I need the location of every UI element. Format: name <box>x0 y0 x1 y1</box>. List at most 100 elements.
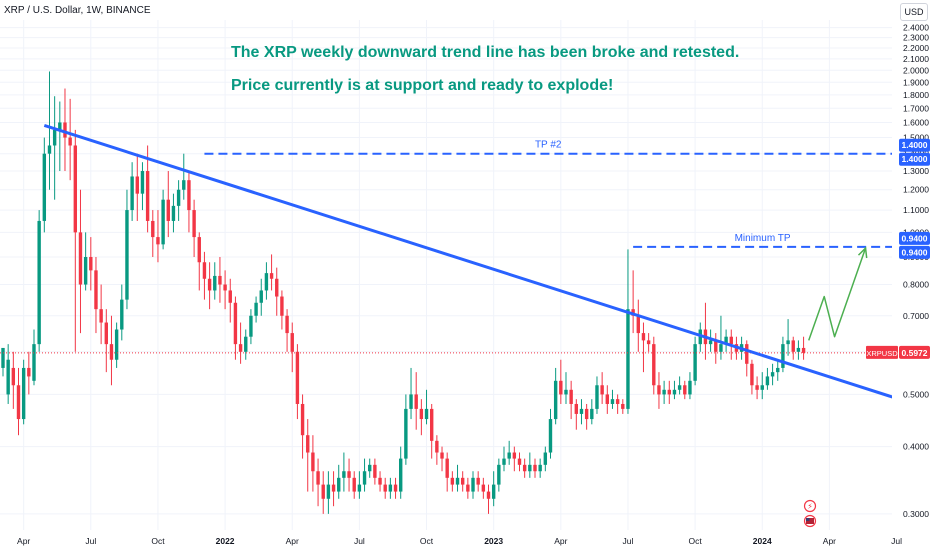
candle-body <box>156 237 160 245</box>
candle-body <box>78 232 83 285</box>
candle-body <box>502 458 506 465</box>
candle-body <box>182 180 186 190</box>
candle-body <box>52 129 57 146</box>
candle-body <box>337 477 341 492</box>
candle-body <box>321 484 325 499</box>
candle-body <box>135 176 139 194</box>
time-axis[interactable]: Apr Jul Oct 2022 Apr Jul Oct 2023 Apr Jul Oct 2024 A… <box>17 536 902 546</box>
candle-body <box>89 256 93 271</box>
price-label-badge <box>899 245 930 259</box>
candle-body <box>197 237 201 263</box>
candle-body <box>109 344 114 360</box>
y-tick-label: 0.5000 <box>903 389 929 399</box>
candle-body <box>120 299 124 330</box>
candle-body <box>37 220 41 345</box>
candle-body <box>507 452 511 459</box>
candle-body <box>83 256 88 285</box>
candle-body <box>280 296 284 316</box>
price-label-text: 1.4000 <box>902 140 928 150</box>
candle-body <box>47 145 52 154</box>
candle-body <box>517 458 522 465</box>
candle-body <box>533 464 537 472</box>
annotation-line-2: Price currently is at support and ready … <box>231 77 614 94</box>
candle-body <box>471 477 475 492</box>
candle-body <box>605 394 610 404</box>
projection-arrow <box>808 247 867 341</box>
candle-body <box>724 336 728 345</box>
candle-body <box>553 380 558 420</box>
y-tick-label: 1.8000 <box>903 90 929 100</box>
candle-body <box>750 363 754 386</box>
candle-body <box>373 464 377 478</box>
y-tick-label: 2.4000 <box>903 23 929 33</box>
candle-body <box>207 278 212 291</box>
candle-body <box>187 180 191 211</box>
candle-body <box>476 477 480 485</box>
y-tick-label: 1.1000 <box>903 205 929 215</box>
candle-body <box>615 399 620 404</box>
candle-body <box>708 340 713 345</box>
price-label-badge <box>899 152 930 166</box>
candle-body <box>626 309 630 409</box>
candle-body <box>32 344 36 381</box>
candle-body <box>677 385 682 390</box>
last-price-badge <box>899 345 930 359</box>
y-tick-label: 0.4000 <box>903 442 929 452</box>
candle-body <box>595 385 599 409</box>
candle-body <box>641 333 646 341</box>
candle-body <box>440 452 444 459</box>
currency-button[interactable]: USD <box>900 3 928 21</box>
candle-body <box>388 484 393 492</box>
candle-body <box>275 278 279 297</box>
x-tick-label: Oct <box>151 536 165 546</box>
candle-body <box>760 385 764 390</box>
candle-body <box>719 344 723 352</box>
candle-body <box>140 171 145 194</box>
price-label-badge <box>899 231 930 245</box>
candle-body <box>357 484 362 492</box>
candle-body <box>429 408 434 441</box>
candle-body <box>528 464 532 472</box>
y-tick-label: 0.8000 <box>903 280 929 290</box>
candle-body <box>646 340 651 345</box>
x-tick-label: Jul <box>354 536 365 546</box>
candle-body <box>683 385 687 395</box>
x-tick-label: Apr <box>823 536 836 546</box>
candle-body <box>590 408 594 420</box>
drawings-layer: TP #2 Minimum TP ⚡ <box>0 123 918 528</box>
y-tick-label: 1.5000 <box>903 133 929 143</box>
candle-body <box>125 210 129 300</box>
candle-body <box>285 315 289 334</box>
lightning-icon-glyph: ⚡ <box>807 502 813 511</box>
candle-body <box>269 273 274 279</box>
candle-body <box>202 262 207 279</box>
candle-body <box>729 336 733 345</box>
downtrend-line <box>43 123 918 407</box>
candle-body <box>574 403 579 414</box>
candle-body <box>73 145 78 233</box>
us-flag-icon-body <box>806 518 814 524</box>
candle-body <box>610 399 615 404</box>
y-tick-label: 2.2000 <box>903 43 929 53</box>
symbol-title: XRP / U.S. Dollar, 1W, BINANCE <box>4 5 151 16</box>
y-tick-label: 1.3000 <box>903 166 929 176</box>
candle-body <box>419 408 424 420</box>
candle-body <box>776 367 780 373</box>
candle-body <box>295 351 300 404</box>
candle-body <box>466 484 470 492</box>
candle-body <box>368 464 372 472</box>
candle-body <box>42 153 47 221</box>
candle-body <box>455 477 460 485</box>
x-tick-label: Jul <box>623 536 634 546</box>
price-label-text: 1.4000 <box>902 154 928 164</box>
candle-body <box>636 315 640 334</box>
symbol-badge-text: XRPUSD <box>866 349 898 358</box>
candle-body <box>218 275 222 285</box>
candle-body <box>94 270 98 310</box>
candle-body <box>362 471 367 485</box>
last-price-text: 0.5972 <box>902 348 928 358</box>
target-level-label: Minimum TP <box>735 233 791 244</box>
candle-body <box>192 210 196 238</box>
